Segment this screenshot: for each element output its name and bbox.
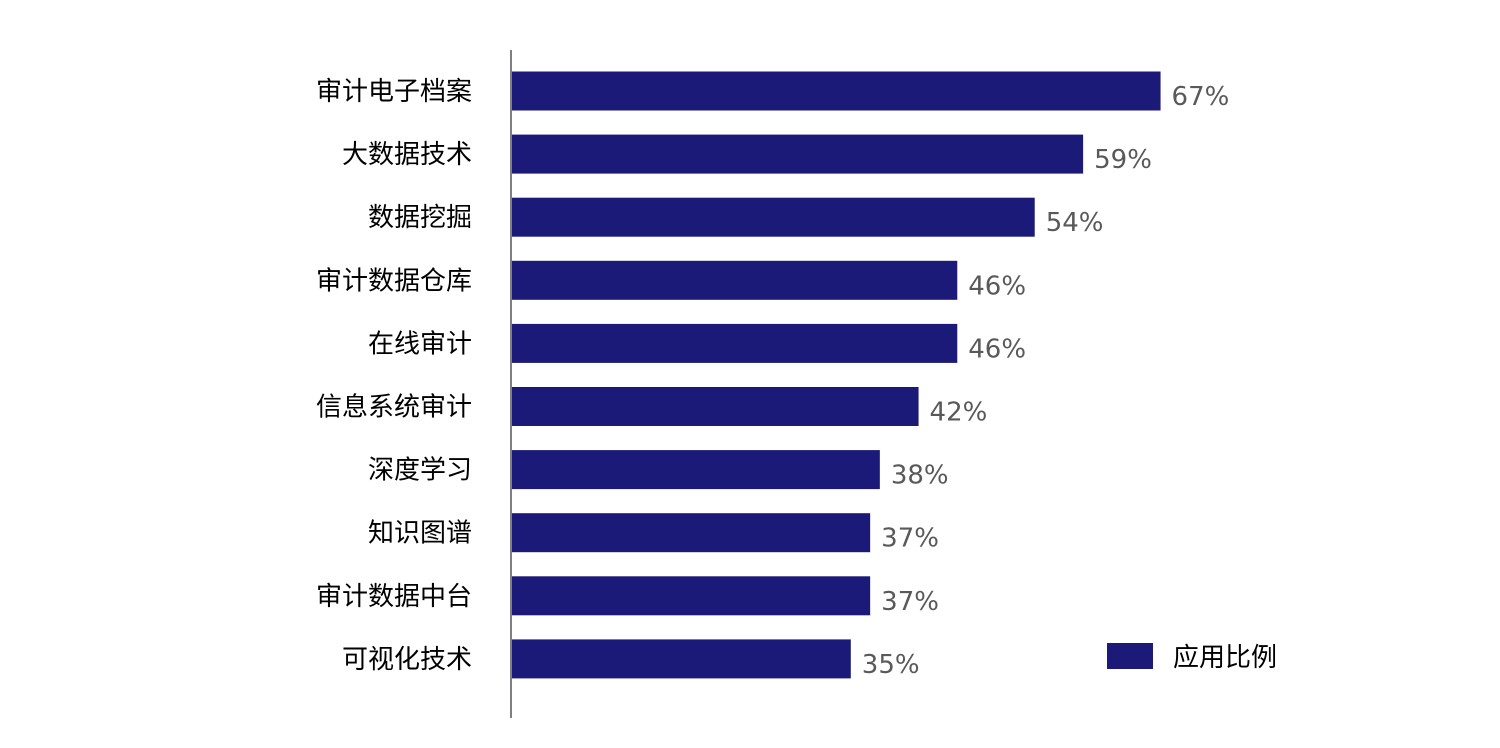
bar-1 [512,134,1084,174]
bar-group [512,71,1161,679]
category-label-4: 在线审计 [368,329,472,359]
category-label-8: 审计数据中台 [316,582,472,612]
category-label-2: 数据挖掘 [368,203,472,233]
category-label-7: 知识图谱 [368,519,472,549]
bar-5 [512,387,919,426]
bar-9 [512,639,851,679]
value-label-4: 46% [968,334,1026,364]
bar-4 [512,323,958,363]
category-label-group: 审计电子档案大数据技术数据挖掘审计数据仓库在线审计信息系统审计深度学习知识图谱审… [316,77,472,675]
category-label-5: 信息系统审计 [316,393,472,423]
bar-0 [512,71,1161,111]
value-label-8: 37% [881,587,939,617]
value-label-group: 67% 59% 54% 46% 46% 42% 38% 37% 37% 35% [862,82,1230,680]
value-label-2: 54% [1046,208,1104,238]
category-label-1: 大数据技术 [342,140,472,170]
value-label-9: 35% [862,650,920,680]
bar-2 [512,197,1035,237]
legend-swatch [1107,643,1153,669]
category-label-3: 审计数据仓库 [316,266,472,296]
category-label-9: 可视化技术 [342,645,472,675]
legend-label: 应用比例 [1173,643,1277,673]
value-label-0: 67% [1172,82,1230,112]
bar-6 [512,450,880,490]
bar-7 [512,513,871,553]
value-label-3: 46% [968,271,1026,301]
legend: 应用比例 [1107,643,1277,673]
value-label-1: 59% [1094,145,1152,175]
bar-3 [512,260,958,300]
value-label-7: 37% [881,524,939,554]
category-label-6: 深度学习 [368,456,472,486]
category-label-0: 审计电子档案 [316,77,472,107]
value-label-6: 38% [891,461,949,491]
value-label-5: 42% [930,398,988,428]
bar-8 [512,576,871,616]
